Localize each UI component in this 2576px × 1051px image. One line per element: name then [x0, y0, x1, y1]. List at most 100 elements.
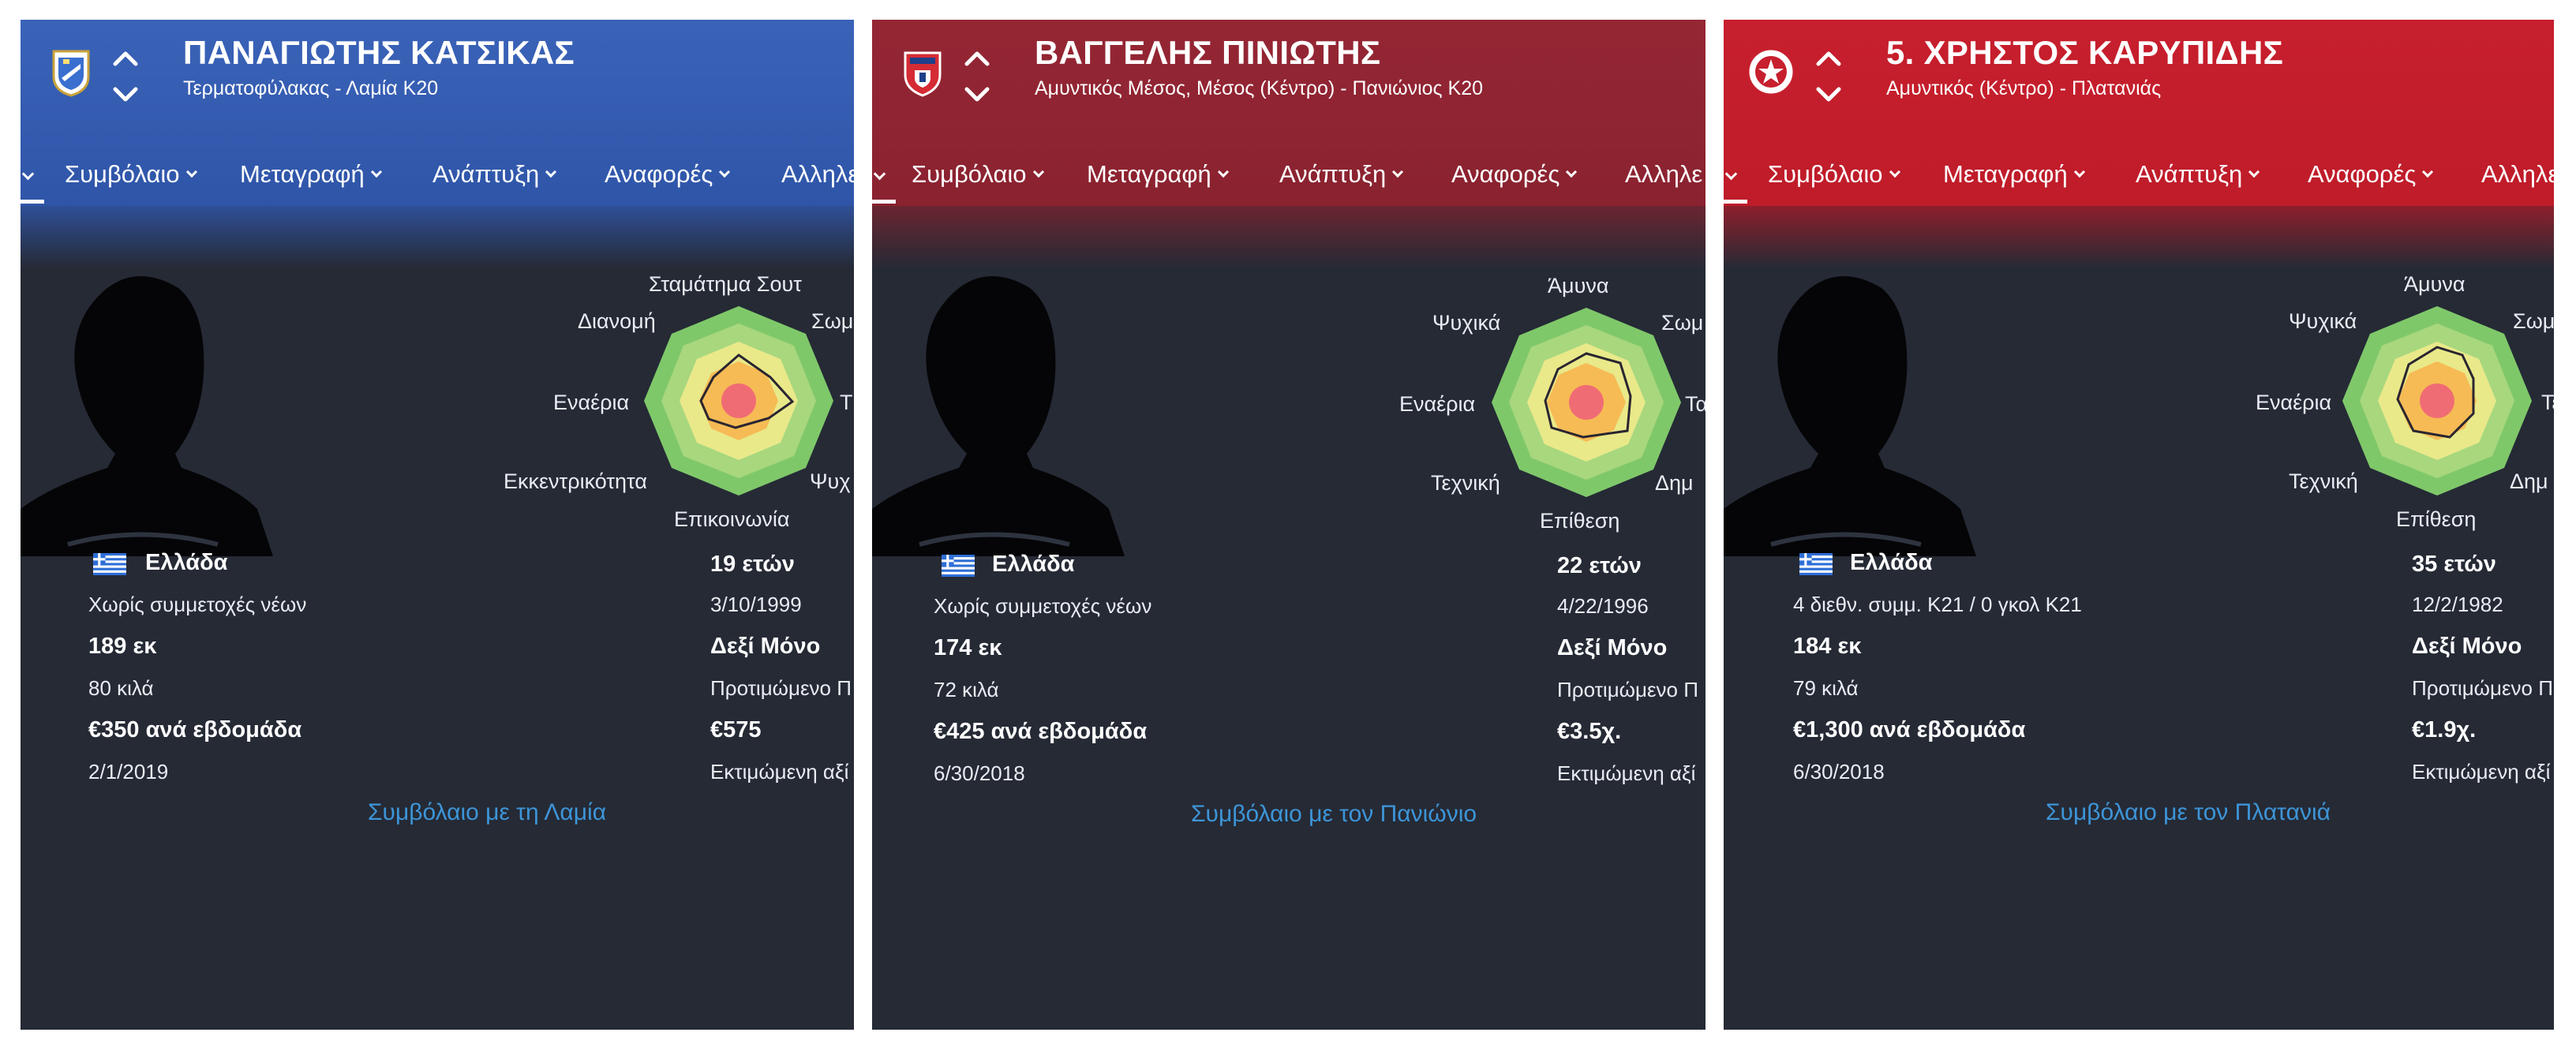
radar-label: Τε	[2541, 391, 2554, 414]
nav-reports[interactable]: Αναφορές	[2308, 160, 2434, 189]
chevron-down-icon	[1889, 166, 1900, 178]
radar-label: Διανομή	[578, 309, 656, 333]
contract-link[interactable]: Συμβόλαιο με τον Πλατανιά	[2046, 799, 2331, 825]
age: 35 ετών	[2412, 552, 2496, 577]
contract-link[interactable]: Συμβόλαιο με τον Πανιώνιο	[1191, 801, 1477, 827]
radar-label: Σωμ	[1661, 311, 1704, 335]
platanias-crest-icon[interactable]	[1746, 47, 1796, 97]
chevron-down-icon[interactable]	[873, 167, 886, 181]
birth-date: 12/2/1982	[2412, 593, 2503, 616]
header-fade	[872, 206, 1705, 269]
nav-interaction-label: Αλληλε	[1625, 160, 1703, 188]
nav-transfer[interactable]: Μεταγραφή	[1943, 160, 2085, 189]
nav-interaction[interactable]: Αλληλε	[2481, 160, 2554, 189]
nav-contract[interactable]: Συμβόλαιο	[1768, 160, 1900, 189]
nav-transfer[interactable]: Μεταγραφή	[1087, 160, 1229, 189]
switch-player-arrows-icon[interactable]	[1810, 42, 1847, 111]
preferred-foot: Δεξί Μόνο	[1557, 635, 1668, 660]
nationality: Ελλάδα	[1850, 550, 1933, 575]
chevron-down-icon	[1566, 166, 1578, 178]
radar-label: Δημ	[1655, 471, 1694, 495]
weight: 72 κιλά	[934, 678, 999, 701]
player-header	[1724, 20, 2554, 206]
player-silhouette-icon	[1724, 276, 1976, 556]
nav-development[interactable]: Ανάπτυξη	[432, 160, 557, 189]
contract-end: 6/30/2018	[934, 761, 1025, 785]
player-name: ΠΑΝΑΓΙΩΤΗΣ ΚΑΤΣΙΚΑΣ	[183, 34, 575, 71]
nav-contract[interactable]: Συμβόλαιο	[912, 160, 1044, 189]
attribute-radar-chart[interactable]	[644, 306, 833, 496]
attribute-radar-chart[interactable]	[2342, 306, 2532, 496]
chevron-down-icon[interactable]	[1724, 167, 1738, 181]
radar-label: Τεχνική	[2289, 469, 2358, 493]
attribute-radar-chart[interactable]	[1492, 308, 1681, 497]
header-fade	[1724, 206, 2554, 269]
chevron-down-icon	[719, 166, 731, 178]
radar-label: Σωμ	[811, 309, 854, 333]
radar-label: Σταμάτημα Σουτ	[649, 272, 802, 296]
nav-reports-label: Αναφορές	[2308, 160, 2417, 188]
radar-label: Δημ	[2510, 469, 2548, 493]
active-tab-indicator	[1724, 200, 1747, 204]
player-panel-piniotis: ΒΑΓΓΕΛΗΣ ΠΙΝΙΩΤΗΣ Αμυντικός Μέσος, Μέσος…	[872, 20, 1705, 1030]
player-silhouette-icon	[21, 276, 273, 556]
nav-interaction[interactable]: Αλληλε	[781, 160, 854, 189]
radar-label: Επικοινωνία	[674, 507, 790, 531]
radar-label: Εναέρια	[2256, 391, 2332, 414]
age: 19 ετών	[710, 552, 795, 577]
chevron-down-icon	[185, 166, 197, 178]
radar-label: Τα	[1685, 392, 1705, 416]
weight: 80 κιλά	[88, 676, 154, 700]
switch-player-arrows-icon[interactable]	[107, 42, 144, 111]
wage: €425 ανά εβδομάδα	[934, 719, 1148, 744]
nav-interaction[interactable]: Αλληλε	[1625, 160, 1702, 189]
birth-date: 3/10/1999	[710, 593, 802, 616]
active-tab-indicator	[872, 200, 896, 204]
switch-player-arrows-icon[interactable]	[959, 42, 995, 111]
player-header	[21, 20, 854, 206]
player-panel-karypidis: 5. ΧΡΗΣΤΟΣ ΚΑΡΥΠΙΔΗΣ Αμυντικός (Κέντρο) …	[1724, 20, 2554, 1030]
nav-transfer-label: Μεταγραφή	[240, 160, 365, 188]
header-fade	[21, 206, 854, 269]
preferred-foot-label: Προτιμώμενο Π	[2412, 676, 2554, 700]
contract-end: 6/30/2018	[1793, 760, 1885, 784]
player-silhouette-icon	[872, 276, 1125, 556]
nav-interaction-label: Αλληλε	[781, 160, 854, 188]
chevron-down-icon	[2422, 166, 2434, 178]
nav-contract-label: Συμβόλαιο	[1768, 160, 1883, 188]
estimated-value: €3.5χ.	[1557, 719, 1622, 744]
nationality: Ελλάδα	[145, 550, 228, 575]
height: 189 εκ	[88, 634, 157, 659]
height: 174 εκ	[934, 635, 1002, 660]
height: 184 εκ	[1793, 634, 1862, 659]
contract-link[interactable]: Συμβόλαιο με τη Λαμία	[368, 799, 607, 825]
chevron-down-icon[interactable]	[21, 167, 35, 181]
nav-contract-label: Συμβόλαιο	[912, 160, 1027, 188]
nav-transfer-label: Μεταγραφή	[1943, 160, 2068, 188]
player-nav-bar: Συμβόλαιο Μεταγραφή Ανάπτυξη Αναφορές Αλ…	[872, 143, 1705, 206]
chevron-down-icon	[545, 166, 557, 178]
contract-end: 2/1/2019	[88, 760, 169, 784]
nav-development[interactable]: Ανάπτυξη	[1279, 160, 1404, 189]
chevron-down-icon	[2248, 166, 2260, 178]
radar-label: Τ	[840, 391, 853, 414]
radar-label: Εναέρια	[1399, 392, 1476, 416]
nav-interaction-label: Αλληλε	[2481, 160, 2554, 188]
radar-label: Επίθεση	[1540, 509, 1620, 533]
player-position-club: Τερματοφύλακας - Λαμία Κ20	[183, 77, 439, 99]
chevron-down-icon	[1392, 166, 1404, 178]
nav-contract[interactable]: Συμβόλαιο	[65, 160, 197, 189]
lamia-crest-icon[interactable]	[51, 47, 92, 97]
nav-reports[interactable]: Αναφορές	[605, 160, 731, 189]
greece-flag-icon	[93, 553, 126, 575]
radar-label: Επίθεση	[2396, 507, 2477, 531]
chevron-down-icon	[1217, 166, 1229, 178]
player-name: ΒΑΓΓΕΛΗΣ ΠΙΝΙΩΤΗΣ	[1035, 34, 1381, 71]
panionios-crest-icon[interactable]	[902, 47, 943, 97]
nav-development[interactable]: Ανάπτυξη	[2136, 160, 2260, 189]
chevron-down-icon	[1032, 166, 1044, 178]
nav-reports[interactable]: Αναφορές	[1451, 160, 1578, 189]
player-name: 5. ΧΡΗΣΤΟΣ ΚΑΡΥΠΙΔΗΣ	[1886, 34, 2284, 71]
nav-contract-label: Συμβόλαιο	[65, 160, 180, 188]
nav-transfer[interactable]: Μεταγραφή	[240, 160, 382, 189]
